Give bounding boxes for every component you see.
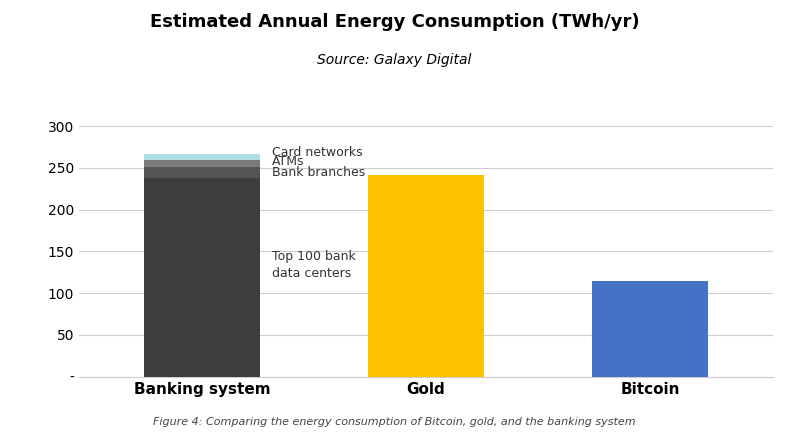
Bar bbox=[144, 178, 260, 377]
Text: Estimated Annual Energy Consumption (TWh/yr): Estimated Annual Energy Consumption (TWh… bbox=[150, 13, 639, 31]
Bar bbox=[144, 160, 260, 167]
Text: Figure 4: Comparing the energy consumption of Bitcoin, gold, and the banking sys: Figure 4: Comparing the energy consumpti… bbox=[153, 417, 636, 427]
Text: Top 100 bank
data centers: Top 100 bank data centers bbox=[271, 250, 355, 280]
Bar bbox=[144, 167, 260, 178]
Bar bbox=[592, 282, 709, 377]
Bar bbox=[144, 155, 260, 160]
Text: Card networks: Card networks bbox=[271, 146, 362, 159]
Text: Bank branches: Bank branches bbox=[271, 166, 365, 179]
Text: Source: Galaxy Digital: Source: Galaxy Digital bbox=[317, 53, 472, 67]
Bar bbox=[368, 175, 484, 377]
Text: ATMs: ATMs bbox=[271, 155, 304, 169]
